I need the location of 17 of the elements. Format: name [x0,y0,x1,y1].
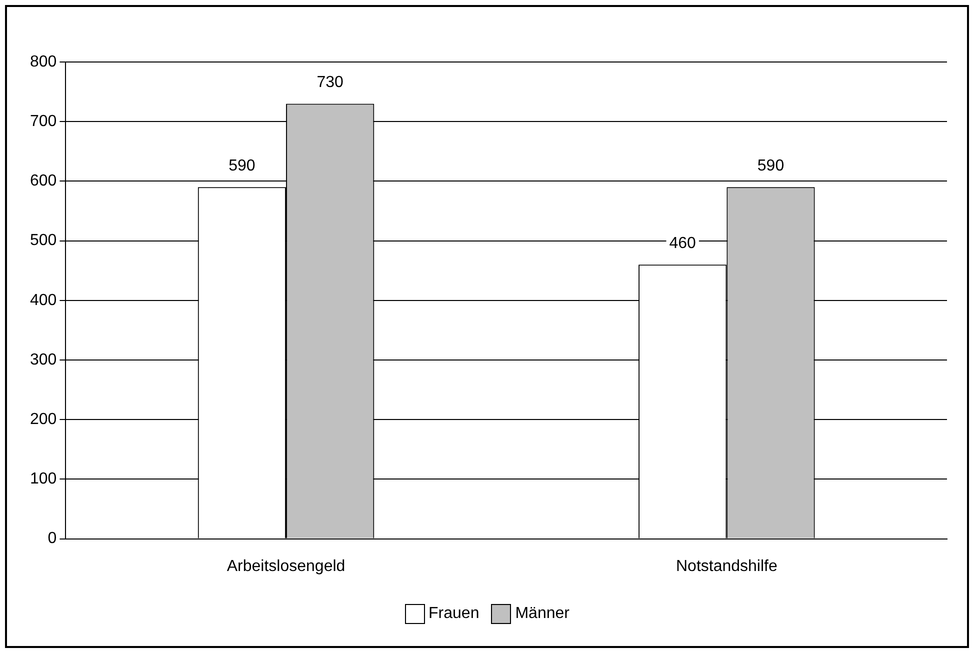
legend-label: Männer [515,605,570,623]
data-label: 590 [228,158,256,175]
x-tick-label: Arbeitslosengeld [226,558,346,575]
y-tick-label: 600 [30,172,57,190]
data-label: 460 [669,235,696,252]
y-tick-label: 100 [30,470,57,488]
y-tick-label: 400 [30,292,57,309]
x-tick-label: Notstandshilfe [676,558,778,575]
data-label: 730 [316,74,344,92]
y-tick-label: 700 [30,113,57,130]
y-tick-label: 0 [48,530,57,548]
y-tick-label: 200 [30,411,57,428]
data-label: 590 [757,158,784,175]
y-tick-label: 300 [30,351,57,368]
y-tick-label: 500 [30,232,57,250]
legend-label: Frauen [428,605,480,623]
y-tick-label: 800 [30,53,57,70]
